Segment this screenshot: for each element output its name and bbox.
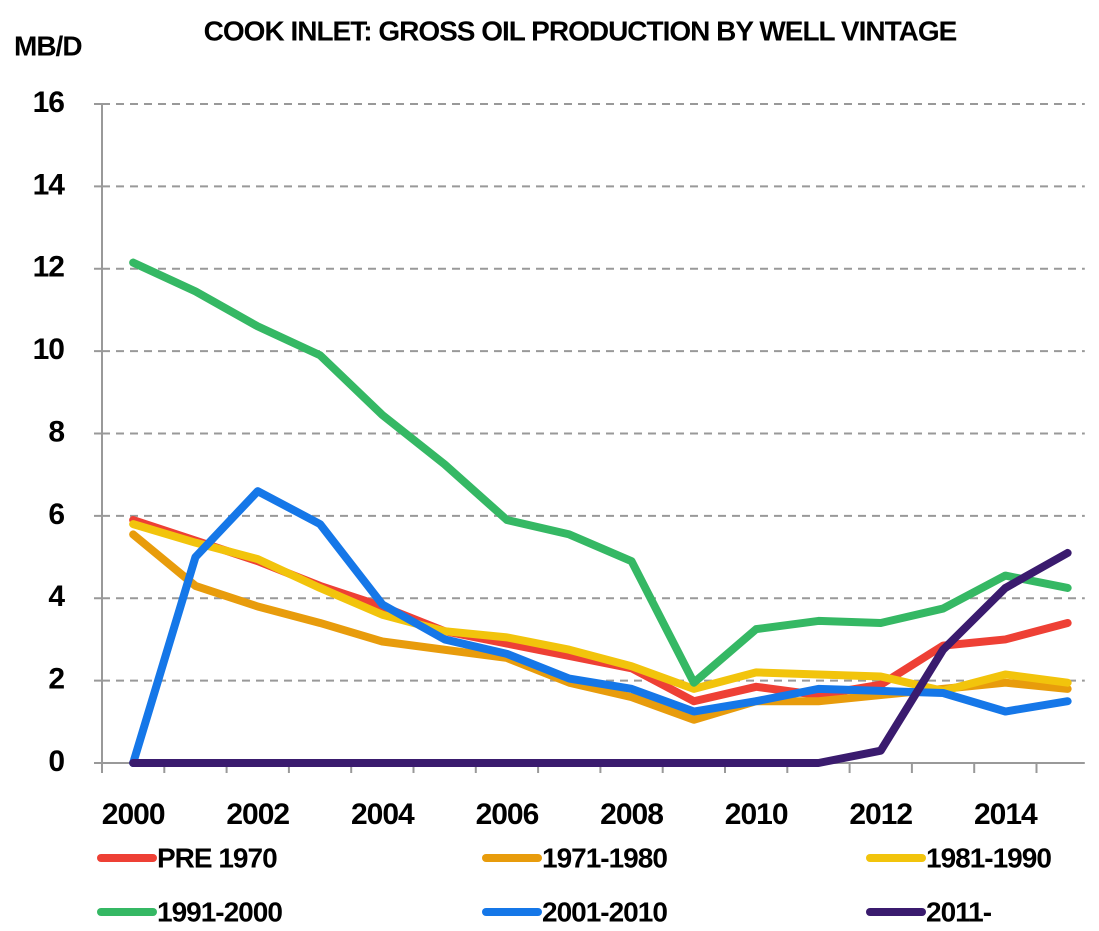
legend-label: 2001-2010 xyxy=(542,896,667,927)
chart-title: COOK INLET: GROSS OIL PRODUCTION BY WELL… xyxy=(204,15,957,46)
legend-label: 1991-2000 xyxy=(157,896,282,927)
legend-label: 1981-1990 xyxy=(926,842,1051,873)
y-axis-label: MB/D xyxy=(14,30,82,61)
legend-label: 2011- xyxy=(926,896,992,927)
y-tick-label: 4 xyxy=(48,580,65,613)
y-tick-label: 16 xyxy=(33,86,65,119)
x-tick-label: 2006 xyxy=(476,798,539,831)
x-tick-label: 2000 xyxy=(102,798,165,831)
y-tick-label: 14 xyxy=(33,168,66,201)
x-tick-label: 2012 xyxy=(849,798,912,831)
x-tick-label: 2010 xyxy=(725,798,788,831)
legend-label: PRE 1970 xyxy=(157,842,277,873)
y-tick-label: 12 xyxy=(33,251,65,284)
x-tick-label: 2014 xyxy=(974,798,1038,831)
y-tick-label: 10 xyxy=(33,333,65,366)
y-tick-label: 2 xyxy=(48,663,64,696)
y-tick-label: 8 xyxy=(48,415,64,448)
y-tick-label: 0 xyxy=(48,745,64,778)
series-line xyxy=(129,258,1072,687)
y-tick-label: 6 xyxy=(48,498,64,531)
series-line xyxy=(129,487,1072,767)
series-line xyxy=(129,548,1072,767)
x-tick-label: 2008 xyxy=(600,798,663,831)
legend-label: 1971-1980 xyxy=(542,842,667,873)
x-tick-label: 2004 xyxy=(351,798,415,831)
series-line xyxy=(129,520,1072,695)
x-tick-label: 2002 xyxy=(226,798,289,831)
